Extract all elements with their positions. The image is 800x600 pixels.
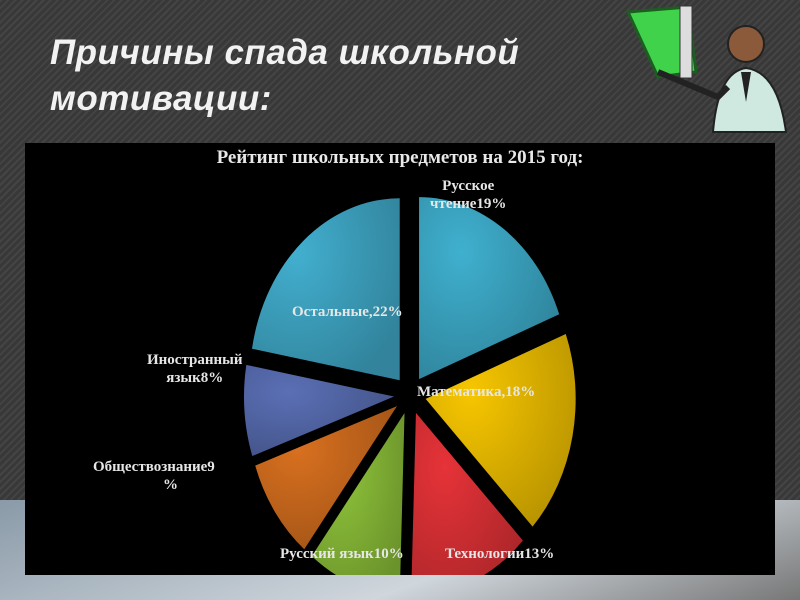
label-russkiy-yazyk: Русский язык10% (280, 546, 404, 562)
pie-slice-4 (311, 413, 405, 575)
pie-slice-5 (255, 406, 397, 550)
label-ostalnye: Остальные,22% (292, 304, 403, 320)
slide-title: Причины спада школьной мотивации: (50, 30, 519, 122)
title-line-2: мотивации: (50, 79, 272, 118)
label-line: Русское (442, 178, 495, 194)
label-line: язык8% (166, 370, 224, 386)
label-line: чтение19% (430, 196, 507, 212)
label-line: Иностранный (147, 352, 243, 368)
pie-chart (244, 197, 576, 575)
pie-slice-2 (425, 333, 576, 527)
pie-slice-1 (419, 197, 560, 380)
chart-area: Рейтинг школьных предметов на 2015 год: … (25, 143, 775, 575)
label-line: % (163, 477, 178, 493)
chart-title: Рейтинг школьных предметов на 2015 год: (216, 147, 584, 168)
pie-slice-6 (244, 364, 395, 457)
pie-slice-7 (251, 198, 400, 381)
label-matematika: Математика,18% (417, 384, 536, 400)
label-inostranny-yazyk: Иностранный язык8% (147, 351, 243, 387)
label-line: Обществознание9 (93, 459, 215, 475)
teacher-clipart (625, 5, 788, 133)
title-line-1: Причины спада школьной (50, 33, 520, 72)
label-tekhnologii: Технологии13% (445, 546, 555, 562)
label-obshchestvoznanie: Обществознание9 % (93, 458, 215, 494)
label-russkoe-chtenie: Русское чтение19% (430, 177, 506, 213)
pie-slice-3 (411, 412, 523, 575)
